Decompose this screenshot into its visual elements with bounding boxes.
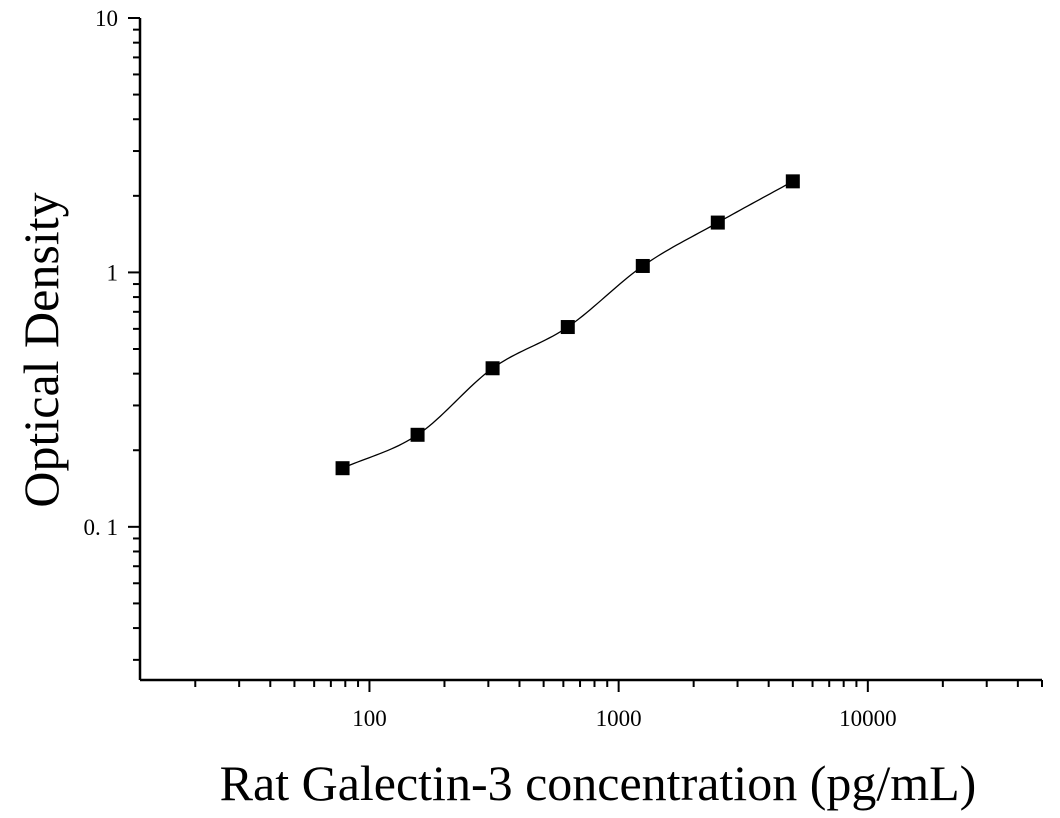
y-tick-label: 0. 1 <box>84 515 119 540</box>
x-tick-label: 1000 <box>596 706 642 731</box>
y-tick-label: 10 <box>95 6 118 31</box>
y-tick-label: 1 <box>107 260 119 285</box>
axes: 100 1000 10000 0. 1 1 10 <box>84 6 1043 731</box>
x-tick-label: 100 <box>352 706 387 731</box>
data-point-marker <box>485 361 500 376</box>
data-point-marker <box>410 427 425 442</box>
data-point-marker <box>335 461 350 476</box>
x-tick-label: 10000 <box>839 706 897 731</box>
data-point-marker <box>710 215 725 230</box>
data-point-marker <box>635 258 650 273</box>
data-point-marker <box>560 320 575 335</box>
plot-area <box>335 174 800 476</box>
y-axis-title: Optical Density <box>13 192 69 507</box>
x-axis-title: Rat Galectin-3 concentration (pg/mL) <box>220 755 977 811</box>
data-point-marker <box>785 174 800 189</box>
